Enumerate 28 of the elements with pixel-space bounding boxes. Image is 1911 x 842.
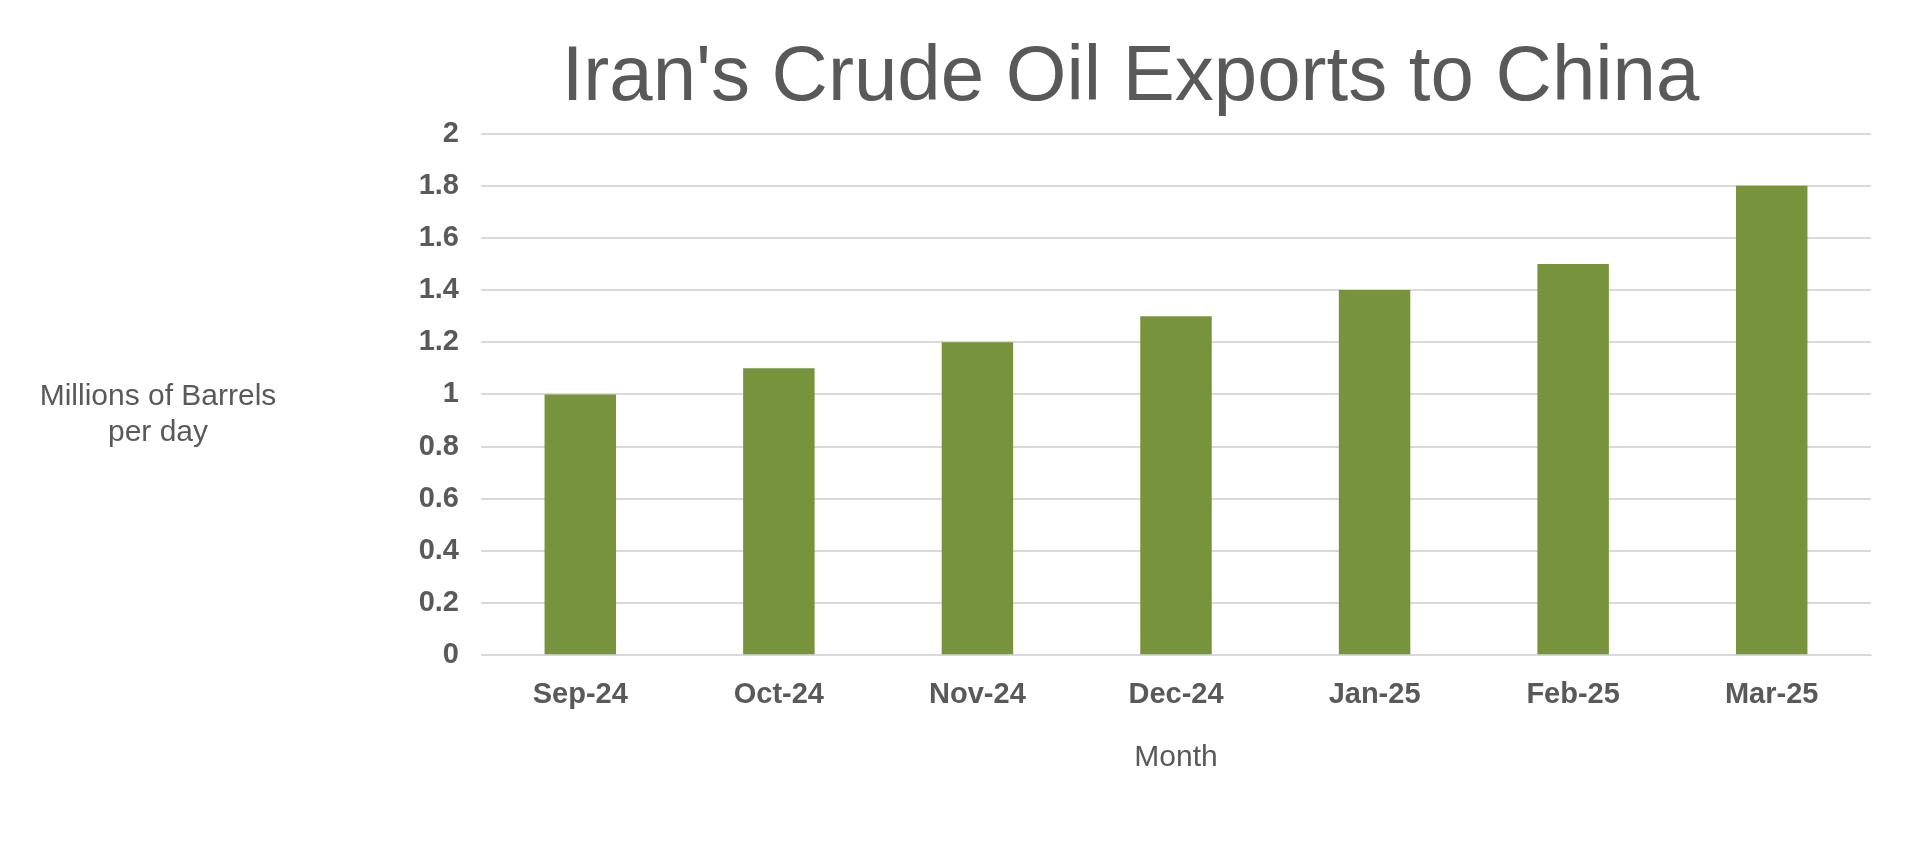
- y-tick-label: 1.6: [418, 219, 459, 252]
- x-tick-label: Dec-24: [1128, 676, 1224, 709]
- bar: [544, 394, 617, 655]
- y-tick-label: 2: [442, 115, 459, 148]
- x-tick-label: Oct-24: [733, 676, 824, 709]
- x-axis-title: Month: [1134, 739, 1218, 773]
- y-tick-label: 1.8: [418, 167, 459, 200]
- chart-title: Iran's Crude Oil Exports to China: [561, 29, 1700, 118]
- y-tick-label: 0.8: [418, 428, 459, 461]
- bar: [1140, 316, 1212, 655]
- bar: [1735, 185, 1808, 655]
- y-tick-label: 1: [442, 376, 459, 409]
- x-tick-label: Feb-25: [1526, 676, 1620, 709]
- y-tick-label: 1.4: [418, 272, 459, 305]
- bar: [743, 368, 815, 655]
- x-tick-label: Mar-25: [1724, 676, 1819, 709]
- y-tick-label: 1.2: [418, 324, 459, 357]
- bar: [1338, 290, 1411, 655]
- y-axis-title: Millions of Barrels per day: [39, 378, 277, 448]
- y-tick-label: 0.2: [418, 585, 459, 618]
- y-tick-label: 0.4: [418, 532, 459, 565]
- y-tick-label: 0.6: [418, 480, 459, 513]
- x-tick-label: Nov-24: [929, 676, 1026, 709]
- x-tick-label: Sep-24: [532, 676, 628, 709]
- bar: [941, 342, 1014, 655]
- y-tick-label: 0: [442, 637, 459, 670]
- x-tick-label: Jan-25: [1328, 676, 1421, 709]
- bar: [1537, 264, 1609, 655]
